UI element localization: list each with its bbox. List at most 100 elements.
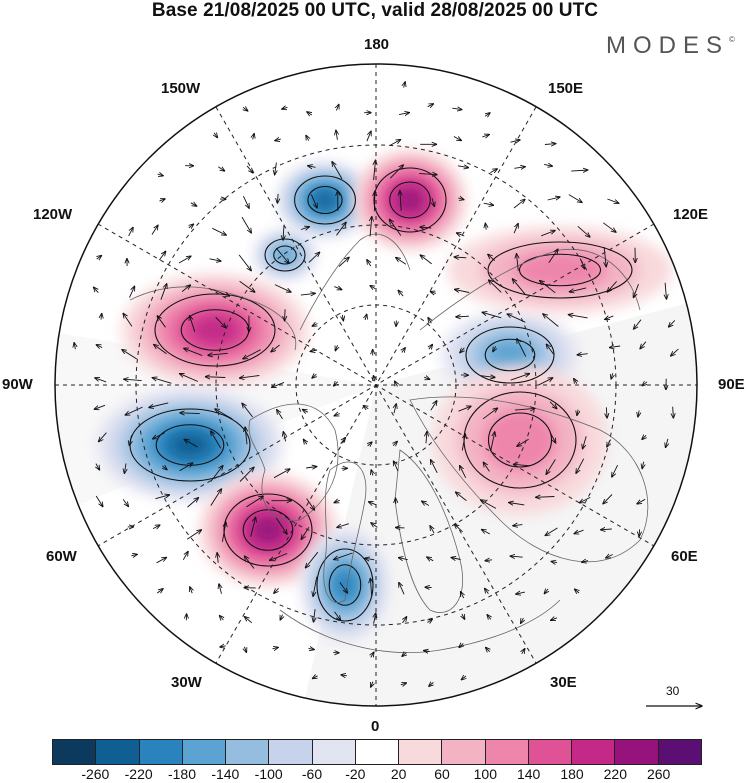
colorbar-tick-label: -140 — [211, 766, 240, 782]
wind-arrow — [336, 130, 338, 140]
negative-anomaly-shading — [314, 191, 336, 209]
wind-arrow — [604, 246, 606, 267]
wind-arrow — [485, 588, 489, 595]
wind-arrow — [129, 286, 135, 298]
lon-label-90w: 90W — [2, 376, 33, 393]
wind-arrow — [601, 529, 612, 530]
wind-arrow — [271, 344, 280, 352]
wind-arrow — [544, 164, 552, 166]
wind-arrow — [451, 558, 461, 560]
wind-arrow — [461, 434, 465, 451]
colorbar-tick-label: 100 — [473, 766, 498, 782]
colorbar-tick-label: -60 — [301, 766, 323, 782]
wind-arrow — [399, 113, 409, 115]
wind-arrow — [513, 223, 518, 234]
wind-arrow — [340, 438, 346, 444]
lon-label-120e: 120E — [673, 206, 709, 223]
wind-arrow — [427, 557, 434, 561]
colorbar-swatch — [571, 740, 615, 764]
wind-arrow — [538, 378, 553, 386]
wind-arrow — [398, 558, 408, 560]
wind-arrow — [124, 463, 126, 473]
wind-arrow — [370, 286, 376, 289]
wind-arrow — [456, 233, 465, 236]
wind-arrow — [125, 406, 143, 415]
wind-arrow — [214, 133, 217, 138]
wind-arrow — [282, 107, 288, 109]
wind-arrow — [568, 315, 588, 319]
wind-arrow — [374, 160, 376, 181]
wind-arrow — [275, 162, 277, 175]
negative-anomaly-shading — [333, 570, 357, 600]
wind-arrow — [455, 289, 470, 293]
wind-arrow — [576, 458, 585, 474]
wind-arrow — [642, 461, 644, 469]
wind-arrow — [551, 618, 558, 621]
wind-arrow — [458, 198, 464, 200]
wind-arrow — [420, 227, 432, 228]
wind-arrow — [162, 466, 167, 470]
height-contour — [518, 253, 602, 287]
wind-arrow — [246, 165, 253, 173]
wind-arrow — [283, 432, 285, 442]
wind-arrow — [242, 196, 249, 208]
wind-arrow — [241, 216, 251, 233]
wind-arrow — [157, 316, 166, 328]
lon-label-60w: 60W — [46, 548, 77, 565]
wind-arrow — [485, 223, 486, 230]
wind-arrow — [429, 344, 433, 349]
wind-arrow — [250, 517, 256, 537]
wind-arrow — [209, 259, 222, 261]
wind-arrow — [74, 343, 75, 350]
anomaly-field — [96, 150, 673, 642]
wind-arrow — [577, 354, 588, 355]
wind-arrow — [637, 498, 646, 504]
colorbar-swatch — [657, 740, 701, 764]
wind-arrow — [211, 431, 222, 449]
wind-arrow — [483, 462, 490, 472]
wind-arrow — [274, 284, 291, 293]
wind-arrow — [638, 410, 639, 417]
height-contour — [154, 293, 276, 367]
wind-arrow — [639, 529, 640, 536]
colorbar-swatch — [311, 740, 355, 764]
wind-arrow — [481, 500, 497, 509]
wind-arrow — [583, 436, 587, 449]
wind-arrow — [335, 345, 337, 351]
wind-arrow — [246, 496, 264, 508]
wind-arrow — [606, 407, 607, 418]
wind-arrow — [242, 403, 253, 418]
colorbar-tick-label: -100 — [254, 766, 283, 782]
reference-vector-label: 30 — [666, 684, 680, 698]
wind-arrow — [640, 341, 647, 349]
wind-arrow — [489, 280, 502, 293]
wind-arrow — [369, 502, 376, 505]
colorbar — [52, 739, 702, 765]
wind-arrow — [334, 552, 353, 560]
negative-anomaly-shading — [488, 341, 532, 369]
wind-arrow — [308, 166, 316, 168]
wind-arrow — [215, 316, 226, 328]
wind-arrow — [210, 489, 222, 506]
wind-arrow — [312, 676, 318, 679]
wind-arrow — [239, 467, 254, 482]
lon-label-180: 180 — [364, 36, 390, 53]
colorbar-swatch — [527, 740, 572, 764]
wind-arrow — [368, 442, 373, 446]
wind-arrow — [159, 251, 165, 261]
wind-arrow — [510, 374, 530, 381]
height-contour — [465, 326, 555, 384]
wind-arrow — [238, 254, 251, 271]
wind-arrow — [430, 292, 437, 294]
wind-arrow — [424, 651, 430, 652]
colorbar-tick-label: -260 — [81, 766, 110, 782]
wind-arrow — [574, 530, 584, 534]
wind-arrow — [370, 578, 371, 596]
wind-arrow — [221, 522, 226, 542]
colorbar-swatch — [614, 740, 658, 764]
colorbar-swatch — [484, 740, 528, 764]
wind-arrow — [155, 495, 169, 500]
wind-arrow — [334, 500, 340, 502]
wind-arrow — [149, 402, 169, 408]
wind-arrow — [129, 435, 131, 446]
